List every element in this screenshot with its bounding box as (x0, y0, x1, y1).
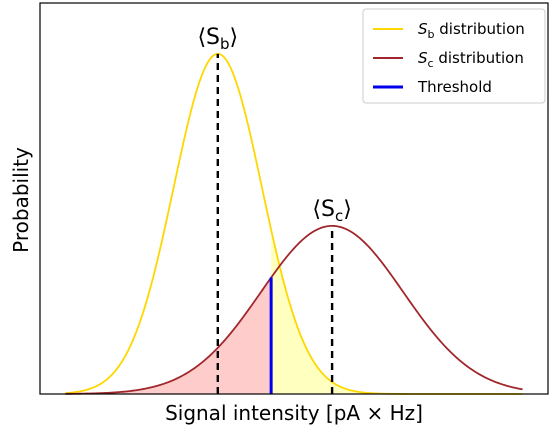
plot-area: ⟨Sb⟩ ⟨Sc⟩ (65, 25, 523, 395)
sb-mean-label: ⟨Sb⟩ (197, 25, 238, 53)
legend-label-threshold: Threshold (417, 78, 492, 96)
legend-label-sc: Sc distribution (418, 49, 524, 70)
legend-box (362, 8, 546, 104)
sb-overlap-fill (271, 229, 523, 394)
plot-frame (39, 2, 549, 395)
y-axis-label: Probability (9, 147, 33, 253)
legend: Sb distribution Sc distribution Threshol… (362, 8, 546, 104)
sc-mean-label: ⟨Sc⟩ (312, 197, 351, 225)
legend-label-sb: Sb distribution (418, 20, 525, 41)
sc-distribution-line (65, 224, 523, 395)
x-axis-label: Signal intensity [pA × Hz] (165, 401, 423, 425)
sc-overlap-fill (65, 277, 272, 394)
